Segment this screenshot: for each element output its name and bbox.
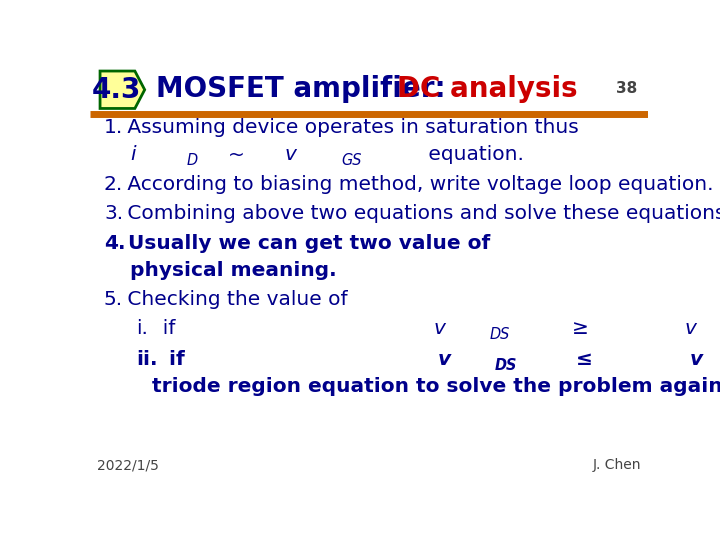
Text: ii.: ii. — [136, 350, 157, 369]
Text: DS: DS — [495, 357, 517, 373]
Text: 4.: 4. — [104, 234, 125, 253]
Text: According to biasing method, write voltage loop equation.: According to biasing method, write volta… — [121, 174, 714, 193]
Text: Usually we can get two value of: Usually we can get two value of — [121, 234, 497, 253]
Text: ≤: ≤ — [576, 350, 600, 369]
Text: DS: DS — [490, 327, 510, 342]
Text: 1.: 1. — [104, 118, 123, 137]
Text: triode region equation to solve the problem again.: triode region equation to solve the prob… — [153, 377, 720, 396]
Bar — [90, 65, 648, 113]
Text: Assuming device operates in saturation thus: Assuming device operates in saturation t… — [121, 118, 585, 137]
Text: 3.: 3. — [104, 204, 123, 222]
Text: GS: GS — [341, 153, 361, 168]
Text: v: v — [284, 145, 296, 165]
Text: ~: ~ — [228, 145, 245, 165]
Text: v: v — [685, 319, 697, 338]
Text: i: i — [130, 145, 136, 165]
Text: v: v — [438, 350, 451, 369]
Polygon shape — [100, 71, 145, 109]
Text: physical meaning.: physical meaning. — [130, 261, 337, 280]
Text: MOSFET amplifier:: MOSFET amplifier: — [156, 75, 455, 103]
Text: v: v — [689, 350, 703, 369]
Text: equation.: equation. — [423, 145, 524, 165]
Text: if: if — [150, 319, 182, 338]
Text: Combining above two equations and solve these equations.: Combining above two equations and solve … — [121, 204, 720, 222]
Text: v: v — [433, 319, 446, 338]
Text: 38: 38 — [616, 81, 637, 96]
Text: 5.: 5. — [104, 290, 123, 309]
Text: Checking the value of: Checking the value of — [121, 290, 354, 309]
Text: if: if — [155, 350, 192, 369]
Text: DC analysis: DC analysis — [397, 75, 577, 103]
Text: 2022/1/5: 2022/1/5 — [96, 458, 158, 472]
Text: 4.3: 4.3 — [91, 76, 141, 104]
Text: D: D — [186, 153, 198, 168]
Text: ≥: ≥ — [572, 319, 595, 338]
Text: i.: i. — [136, 319, 148, 338]
Text: J. Chen: J. Chen — [593, 458, 642, 472]
Text: 2.: 2. — [104, 174, 123, 193]
